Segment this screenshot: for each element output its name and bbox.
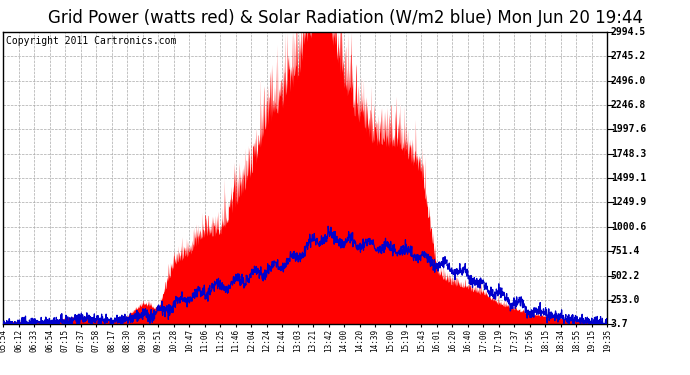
Text: 1000.6: 1000.6: [611, 222, 646, 232]
Text: Grid Power (watts red) & Solar Radiation (W/m2 blue) Mon Jun 20 19:44: Grid Power (watts red) & Solar Radiation…: [48, 9, 642, 27]
Text: 751.4: 751.4: [611, 246, 640, 256]
Text: 1499.1: 1499.1: [611, 173, 646, 183]
Text: 3.7: 3.7: [611, 320, 629, 329]
Text: Copyright 2011 Cartronics.com: Copyright 2011 Cartronics.com: [6, 36, 177, 46]
Text: 2246.8: 2246.8: [611, 100, 646, 110]
Text: 2994.5: 2994.5: [611, 27, 646, 37]
Text: 1249.9: 1249.9: [611, 198, 646, 207]
Text: 1748.3: 1748.3: [611, 149, 646, 159]
Text: 2496.0: 2496.0: [611, 76, 646, 86]
Text: 1997.6: 1997.6: [611, 124, 646, 134]
Text: 502.2: 502.2: [611, 271, 640, 280]
Text: 2745.2: 2745.2: [611, 51, 646, 61]
Text: 253.0: 253.0: [611, 295, 640, 305]
